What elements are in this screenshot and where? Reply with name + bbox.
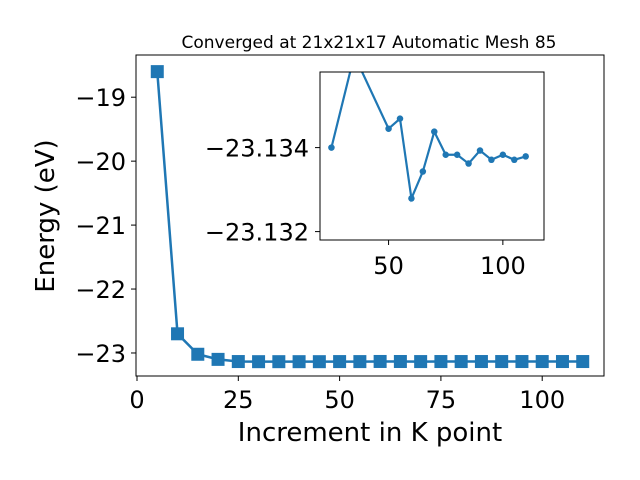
data-point: [211, 352, 225, 366]
series-group: [150, 65, 590, 369]
data-point: [272, 355, 286, 369]
data-point: [292, 355, 306, 369]
data-point: [150, 65, 164, 79]
data-point: [454, 355, 468, 369]
x-tick-label: 75: [426, 386, 457, 414]
axes-frame: [319, 71, 545, 241]
data-point: [442, 151, 449, 158]
x-tick-label: 0: [129, 386, 144, 414]
data-point: [431, 128, 438, 135]
y-tick-label: −19: [75, 84, 126, 112]
data-point: [328, 144, 335, 151]
series-group: [328, 72, 529, 203]
y-tick-label: −20: [75, 148, 126, 176]
data-point: [511, 156, 518, 164]
y-tick-label: −23.134: [205, 135, 309, 163]
data-point: [385, 125, 392, 132]
chart-title: Converged at 21x21x17 Automatic Mesh 85: [182, 33, 557, 53]
inset-background: [320, 72, 544, 240]
axes-frame: [135, 54, 605, 377]
data-point: [576, 355, 590, 369]
y-tick-label: −22: [75, 276, 126, 304]
data-point: [396, 115, 404, 122]
y-tick-label: −21: [75, 212, 126, 240]
x-tick-label: 50: [373, 252, 404, 280]
data-point: [408, 195, 415, 202]
y-tick-label: −23.132: [205, 219, 309, 247]
plot-area: 0 25 50 75 100 −23 −22 −21 −20 −19: [75, 54, 605, 414]
data-point: [312, 355, 326, 369]
data-point: [555, 355, 569, 369]
data-point: [465, 160, 472, 167]
data-point: [515, 355, 529, 369]
data-point: [453, 151, 461, 158]
y-axis-label: Energy (eV): [31, 139, 61, 292]
data-point: [252, 355, 266, 369]
x-tick-label: 100: [480, 252, 526, 280]
data-point: [171, 327, 185, 341]
x-tick-label: 100: [519, 386, 565, 414]
data-point: [476, 147, 484, 154]
data-point: [414, 355, 428, 369]
data-point: [419, 168, 427, 175]
data-point: [393, 355, 407, 369]
data-point: [373, 354, 387, 368]
data-point: [231, 355, 245, 369]
x-tick-label: 50: [324, 386, 355, 414]
data-point: [488, 156, 495, 164]
data-point: [535, 355, 549, 369]
data-point: [474, 355, 488, 369]
data-point: [522, 153, 529, 160]
plot-area: 50 100 −23.134 −23.132: [205, 71, 545, 280]
series-line: [156, 71, 583, 363]
data-point: [333, 355, 347, 369]
data-point: [495, 355, 509, 369]
x-axis-label: Increment in K point: [238, 418, 502, 448]
data-point: [353, 355, 367, 369]
data-point: [191, 347, 205, 361]
data-point: [499, 151, 507, 158]
data-point: [434, 355, 448, 369]
x-tick-label: 25: [223, 386, 254, 414]
y-tick-label: −23: [75, 340, 126, 368]
